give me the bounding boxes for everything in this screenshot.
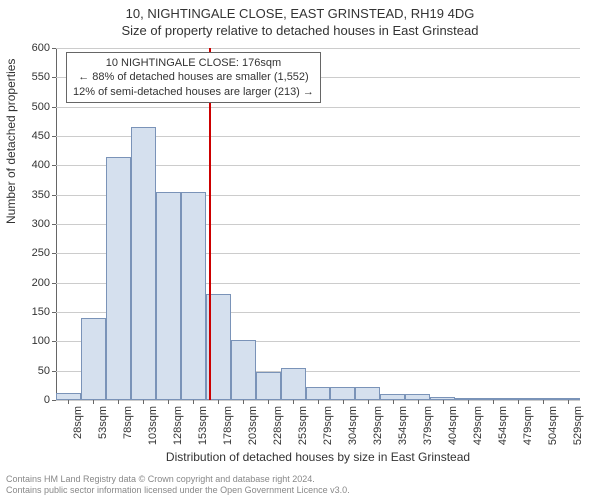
annotation-box: 10 NIGHTINGALE CLOSE: 176sqm← 88% of det… (66, 52, 321, 103)
x-tick-mark (493, 400, 494, 404)
x-tick-label: 28sqm (72, 406, 84, 439)
x-tick-mark (68, 400, 69, 404)
y-tick-label: 250 (32, 247, 50, 259)
y-tick-label: 0 (44, 394, 50, 406)
x-tick-mark (118, 400, 119, 404)
y-tick-label: 50 (38, 365, 50, 377)
x-tick-label: 228sqm (272, 406, 284, 445)
y-tick-label: 600 (32, 42, 50, 54)
x-tick-mark (343, 400, 344, 404)
x-tick-mark (168, 400, 169, 404)
x-tick-label: 279sqm (322, 406, 334, 445)
plot-area: 10 NIGHTINGALE CLOSE: 176sqm← 88% of det… (56, 48, 580, 400)
footer-line2: Contains public sector information licen… (6, 485, 350, 496)
x-tick-label: 128sqm (172, 406, 184, 445)
y-tick-label: 150 (32, 306, 50, 318)
x-tick-label: 404sqm (447, 406, 459, 445)
x-tick-label: 103sqm (147, 406, 159, 445)
x-tick-label: 529sqm (572, 406, 584, 445)
x-tick-label: 429sqm (472, 406, 484, 445)
y-tick-label: 500 (32, 101, 50, 113)
x-tick-label: 379sqm (422, 406, 434, 445)
x-tick-mark (293, 400, 294, 404)
annotation-line1: 10 NIGHTINGALE CLOSE: 176sqm (73, 56, 314, 70)
grid-line (56, 48, 580, 49)
histogram-bar (156, 192, 181, 400)
histogram-bar (306, 387, 331, 400)
y-tick-label: 200 (32, 277, 50, 289)
x-tick-mark (468, 400, 469, 404)
x-tick-label: 304sqm (347, 406, 359, 445)
y-tick-label: 450 (32, 130, 50, 142)
chart-title-main: 10, NIGHTINGALE CLOSE, EAST GRINSTEAD, R… (0, 0, 600, 21)
x-tick-label: 78sqm (122, 406, 134, 439)
x-tick-label: 504sqm (547, 406, 559, 445)
annotation-line2: ← 88% of detached houses are smaller (1,… (73, 70, 314, 84)
chart-container: 10, NIGHTINGALE CLOSE, EAST GRINSTEAD, R… (0, 0, 600, 500)
x-tick-mark (318, 400, 319, 404)
x-tick-mark (218, 400, 219, 404)
y-tick-label: 350 (32, 189, 50, 201)
histogram-bar (281, 368, 306, 400)
histogram-bar (106, 157, 131, 400)
x-tick-mark (518, 400, 519, 404)
histogram-bar (355, 387, 380, 400)
grid-line (56, 107, 580, 108)
x-tick-mark (93, 400, 94, 404)
x-tick-label: 53sqm (97, 406, 109, 439)
y-tick-label: 550 (32, 71, 50, 83)
x-tick-mark (143, 400, 144, 404)
x-tick-mark (368, 400, 369, 404)
chart-title-sub: Size of property relative to detached ho… (0, 21, 600, 38)
x-tick-mark (418, 400, 419, 404)
x-tick-label: 354sqm (397, 406, 409, 445)
annotation-line3: 12% of semi-detached houses are larger (… (73, 85, 314, 99)
footer-attribution: Contains HM Land Registry data © Crown c… (6, 474, 350, 496)
histogram-bar (131, 127, 156, 400)
x-tick-mark (393, 400, 394, 404)
y-tick-label: 400 (32, 159, 50, 171)
x-tick-label: 203sqm (247, 406, 259, 445)
footer-line1: Contains HM Land Registry data © Crown c… (6, 474, 350, 485)
x-tick-label: 454sqm (497, 406, 509, 445)
histogram-bar (330, 387, 355, 400)
x-tick-mark (243, 400, 244, 404)
x-tick-label: 329sqm (372, 406, 384, 445)
histogram-bar (231, 340, 256, 400)
histogram-bar (181, 192, 206, 400)
x-tick-mark (268, 400, 269, 404)
x-axis-title: Distribution of detached houses by size … (56, 450, 580, 464)
x-tick-mark (443, 400, 444, 404)
x-tick-label: 153sqm (197, 406, 209, 445)
x-tick-mark (568, 400, 569, 404)
histogram-bar (56, 393, 81, 400)
histogram-bar (81, 318, 106, 400)
y-tick-label: 300 (32, 218, 50, 230)
x-tick-label: 178sqm (222, 406, 234, 445)
x-tick-label: 479sqm (522, 406, 534, 445)
y-axis: 050100150200250300350400450500550600 (0, 48, 56, 400)
y-tick-label: 100 (32, 335, 50, 347)
x-tick-mark (193, 400, 194, 404)
histogram-bar (256, 372, 281, 400)
x-tick-label: 253sqm (297, 406, 309, 445)
x-tick-mark (543, 400, 544, 404)
